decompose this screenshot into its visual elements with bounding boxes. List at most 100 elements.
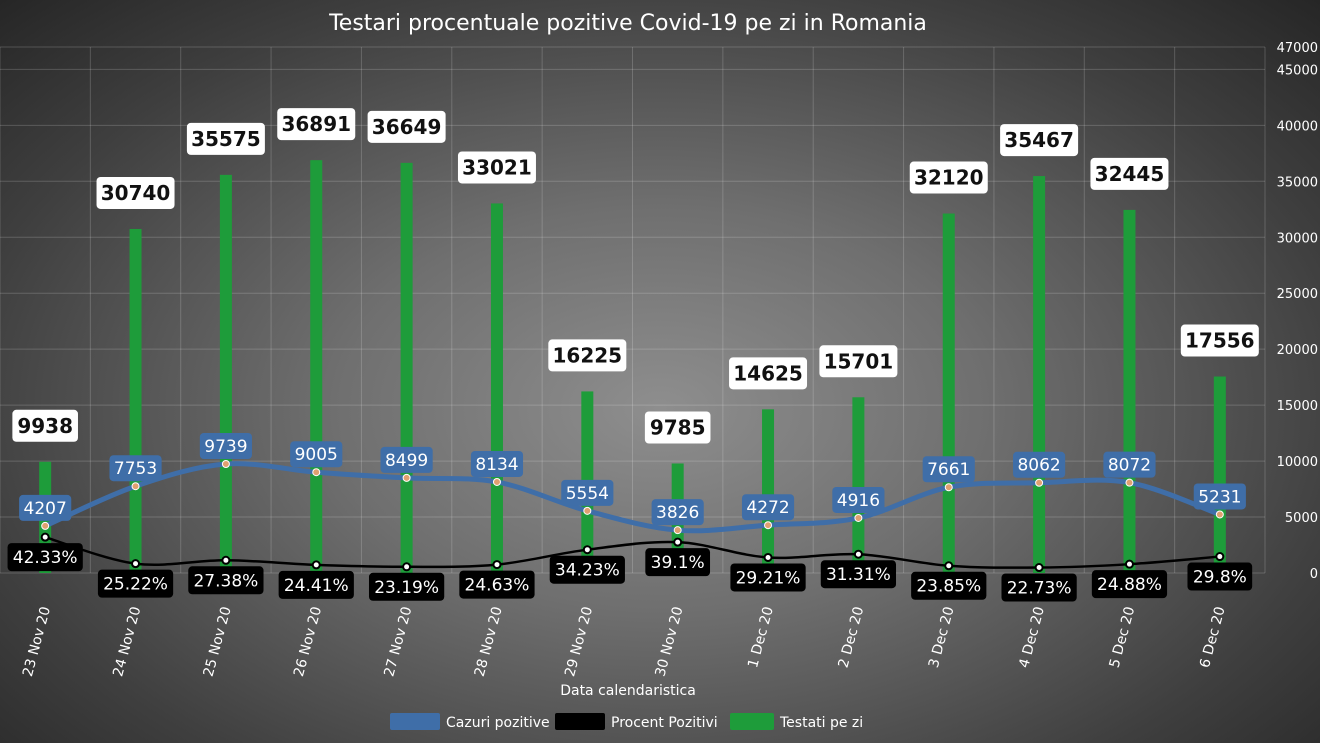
legend-swatch <box>730 713 774 730</box>
data-label-procent: 31.31% <box>826 565 891 585</box>
data-label-cazuri-box <box>290 441 343 468</box>
data-label-cazuri-box <box>922 456 975 483</box>
data-label-procent: 39.1% <box>651 553 705 573</box>
data-label-testati: 9785 <box>650 415 706 439</box>
data-label-testati: 15701 <box>824 349 894 373</box>
point-procent-pozitivi <box>1124 559 1134 569</box>
data-label-testati-box <box>909 161 988 194</box>
data-label-cazuri: 4207 <box>24 499 67 519</box>
data-label-cazuri-box <box>1193 483 1246 510</box>
data-label-testati-box <box>96 176 175 209</box>
data-label-procent: 42.33% <box>13 548 78 568</box>
data-label-testati: 36649 <box>372 115 442 139</box>
point-cazuri-pozitive <box>402 473 411 482</box>
bar-testati <box>1213 376 1226 573</box>
data-label-procent-box <box>1001 573 1077 602</box>
point-procent-pozitivi <box>221 555 231 565</box>
point-cazuri-pozitive <box>673 526 682 535</box>
data-label-testati-box <box>548 339 627 372</box>
x-tick-label: 5 Dec 20 <box>1107 605 1139 670</box>
point-procent-pozitivi <box>492 560 502 570</box>
point-cazuri-pozitive <box>41 521 50 530</box>
x-tick-label: 25 Nov 20 <box>201 605 235 679</box>
data-label-procent-box <box>1187 562 1253 591</box>
data-label-procent: 23.85% <box>916 577 981 597</box>
bar-testati <box>400 162 413 573</box>
legend: Cazuri pozitive Procent Pozitivi Testati p… <box>390 713 863 731</box>
data-label-testati: 16225 <box>553 343 623 367</box>
data-label-procent-box <box>278 570 354 599</box>
data-label-cazuri: 9005 <box>295 445 338 465</box>
data-label-testati-box <box>277 108 356 141</box>
data-label-testati-box <box>819 345 898 378</box>
x-tick-label: 23 Nov 20 <box>20 605 54 679</box>
data-label-testati: 32120 <box>914 166 984 190</box>
x-tick-label: 26 Nov 20 <box>291 605 325 679</box>
bar-testati <box>219 174 232 573</box>
data-label-testati-box <box>1000 124 1079 157</box>
x-axis-ticks: 23 Nov 20 24 Nov 20 25 Nov 20 26 Nov 20 27 N… <box>20 605 1229 679</box>
point-cazuri-pozitive <box>854 513 863 522</box>
data-label-procent: 24.63% <box>465 576 530 596</box>
data-label-cazuri: 9739 <box>204 437 247 457</box>
data-label-cazuri-box <box>561 479 614 506</box>
x-tick-label: 28 Nov 20 <box>472 605 506 679</box>
chart-title: Testari procentuale pozitive Covid-19 pe… <box>328 11 927 36</box>
x-tick-label: 30 Nov 20 <box>652 605 686 679</box>
line-layer <box>40 460 1225 573</box>
point-cazuri-pozitive <box>583 506 592 515</box>
point-procent-pozitivi <box>311 560 321 570</box>
x-tick-label: 24 Nov 20 <box>110 605 144 679</box>
y-tick-label: 47000 <box>1277 41 1318 56</box>
data-label-procent-box <box>459 570 535 599</box>
data-label-cazuri-box <box>651 499 704 526</box>
data-label-procent-box <box>820 560 897 589</box>
data-label-procent: 34.23% <box>555 561 620 581</box>
y-tick-label: 0 <box>1310 567 1318 582</box>
data-label-cazuri-box <box>1103 451 1156 478</box>
y-tick-label: 40000 <box>1277 119 1318 134</box>
point-cazuri-pozitive <box>944 483 953 492</box>
y-axis-ticks: 0 5000 10000 15000 20000 25000 30000 35000 40000… <box>1277 41 1318 582</box>
y-tick-label: 10000 <box>1277 455 1318 470</box>
data-label-cazuri-box <box>741 494 795 521</box>
data-label-procent: 29.21% <box>736 568 801 588</box>
data-label-procent: 24.88% <box>1097 575 1162 595</box>
bar-testati <box>129 228 142 573</box>
data-label-procent-box <box>368 572 445 601</box>
data-label-procent: 23.19% <box>374 578 439 598</box>
bar-testati <box>852 397 865 573</box>
legend-swatch <box>390 713 440 730</box>
data-label-procent: 25.22% <box>103 575 168 595</box>
data-label-testati-box <box>457 151 536 184</box>
data-label-testati: 14625 <box>733 361 803 385</box>
data-label-procent-box <box>645 548 711 577</box>
data-label-testati-box <box>644 411 711 444</box>
y-tick-label: 20000 <box>1277 343 1318 358</box>
bar-testati <box>762 409 775 573</box>
data-label-procent-box <box>549 555 625 584</box>
point-cazuri-pozitive <box>764 521 773 530</box>
y-tick-label: 35000 <box>1277 175 1318 190</box>
data-label-cazuri: 3826 <box>656 503 699 523</box>
y-tick-label: 45000 <box>1277 63 1318 78</box>
data-label-procent-box <box>7 543 83 572</box>
data-label-layer: 9938 30740 35575 36891 36649 33021 16225 9785 14… <box>7 108 1259 602</box>
x-tick-label: 1 Dec 20 <box>745 605 777 670</box>
bar-testati <box>490 203 503 573</box>
point-procent-pozitivi <box>1034 563 1044 573</box>
x-tick-label: 29 Nov 20 <box>562 605 596 679</box>
line-cazuri-pozitive <box>44 461 1221 534</box>
data-label-procent: 22.73% <box>1007 578 1072 598</box>
point-procent-pozitivi <box>402 562 412 572</box>
point-cazuri-pozitive <box>1035 478 1044 487</box>
point-procent-pozitivi <box>763 552 773 562</box>
y-tick-label: 25000 <box>1277 287 1318 302</box>
data-label-cazuri: 5554 <box>566 484 609 504</box>
point-procent-pozitivi <box>1215 552 1225 562</box>
point-procent-pozitivi <box>853 549 863 559</box>
bar-testati <box>942 213 955 573</box>
data-label-cazuri: 7753 <box>114 459 157 479</box>
y-tick-label: 15000 <box>1277 399 1318 414</box>
